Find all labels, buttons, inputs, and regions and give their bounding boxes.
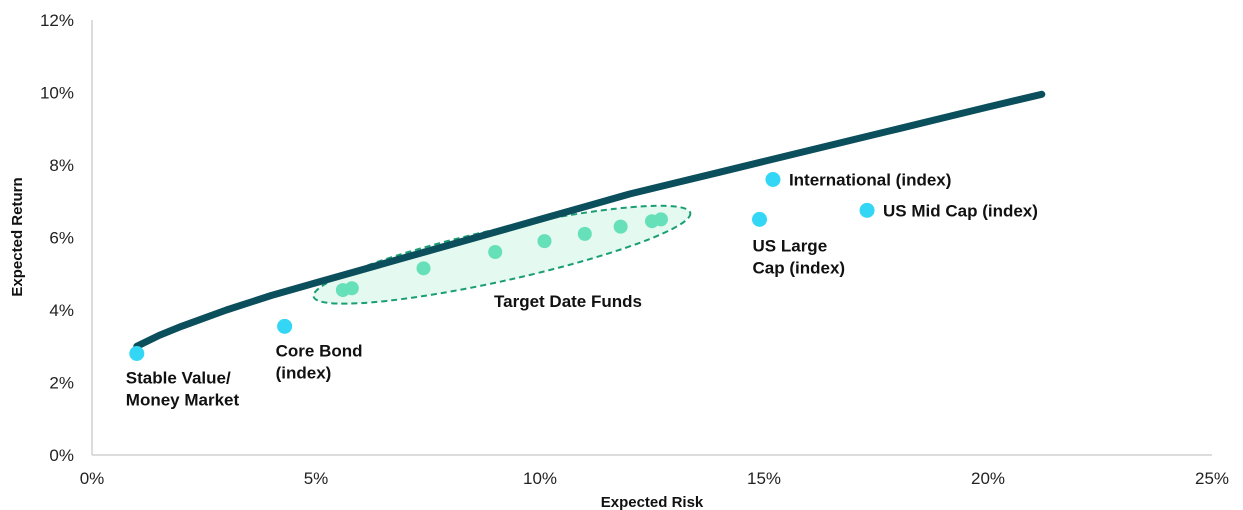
asset-point: [129, 346, 145, 361]
target-date-fund-point: [537, 234, 552, 249]
target-date-fund-point: [344, 281, 359, 296]
efficient-frontier-line: [133, 90, 1046, 350]
x-tick-label: 5%: [304, 469, 329, 488]
x-axis-ticks: 0% 5% 10% 15% 20% 25%: [80, 469, 1229, 488]
asset-points-group: [129, 172, 875, 361]
y-tick-label: 8%: [49, 156, 74, 175]
asset-label: Core Bond (index): [276, 341, 363, 382]
y-tick-label: 6%: [49, 229, 74, 248]
x-axis-title: Expected Risk: [601, 494, 704, 510]
target-date-fund-point: [577, 226, 592, 241]
asset-point: [859, 202, 875, 218]
x-tick-label: 25%: [1195, 469, 1229, 488]
y-tick-label: 2%: [49, 374, 74, 393]
y-tick-label: 10%: [40, 84, 74, 103]
y-tick-label: 0%: [49, 446, 74, 465]
x-tick-label: 15%: [747, 469, 781, 488]
target-date-fund-point: [416, 261, 431, 276]
asset-label: Stable Value/Money Market: [126, 369, 240, 410]
asset-point: [765, 172, 781, 187]
frontier-group: [133, 90, 1046, 350]
asset-point: [277, 318, 293, 334]
x-tick-label: 10%: [523, 469, 557, 488]
target-date-fund-point: [488, 245, 503, 259]
target-date-fund-point: [653, 212, 668, 227]
target-date-funds-label: Target Date Funds: [494, 292, 642, 311]
annotation-labels: Stable Value/Money Market Core Bond (index…: [126, 171, 1038, 410]
x-tick-label: 0%: [80, 469, 105, 488]
x-tick-label: 20%: [971, 469, 1005, 488]
target-date-fund-point: [613, 219, 628, 234]
y-tick-label: 12%: [40, 11, 74, 30]
y-axis-title: Expected Return: [9, 177, 26, 296]
asset-label: US Large Cap (index): [753, 236, 846, 277]
target-date-funds-group: [312, 204, 692, 305]
y-tick-label: 4%: [49, 301, 74, 320]
asset-label: International (index): [789, 171, 951, 190]
asset-point: [752, 211, 768, 227]
y-axis-ticks: 0% 2% 4% 6% 8% 10% 12%: [40, 11, 74, 465]
axes: [91, 20, 1212, 456]
asset-label: US Mid Cap (index): [883, 201, 1038, 220]
